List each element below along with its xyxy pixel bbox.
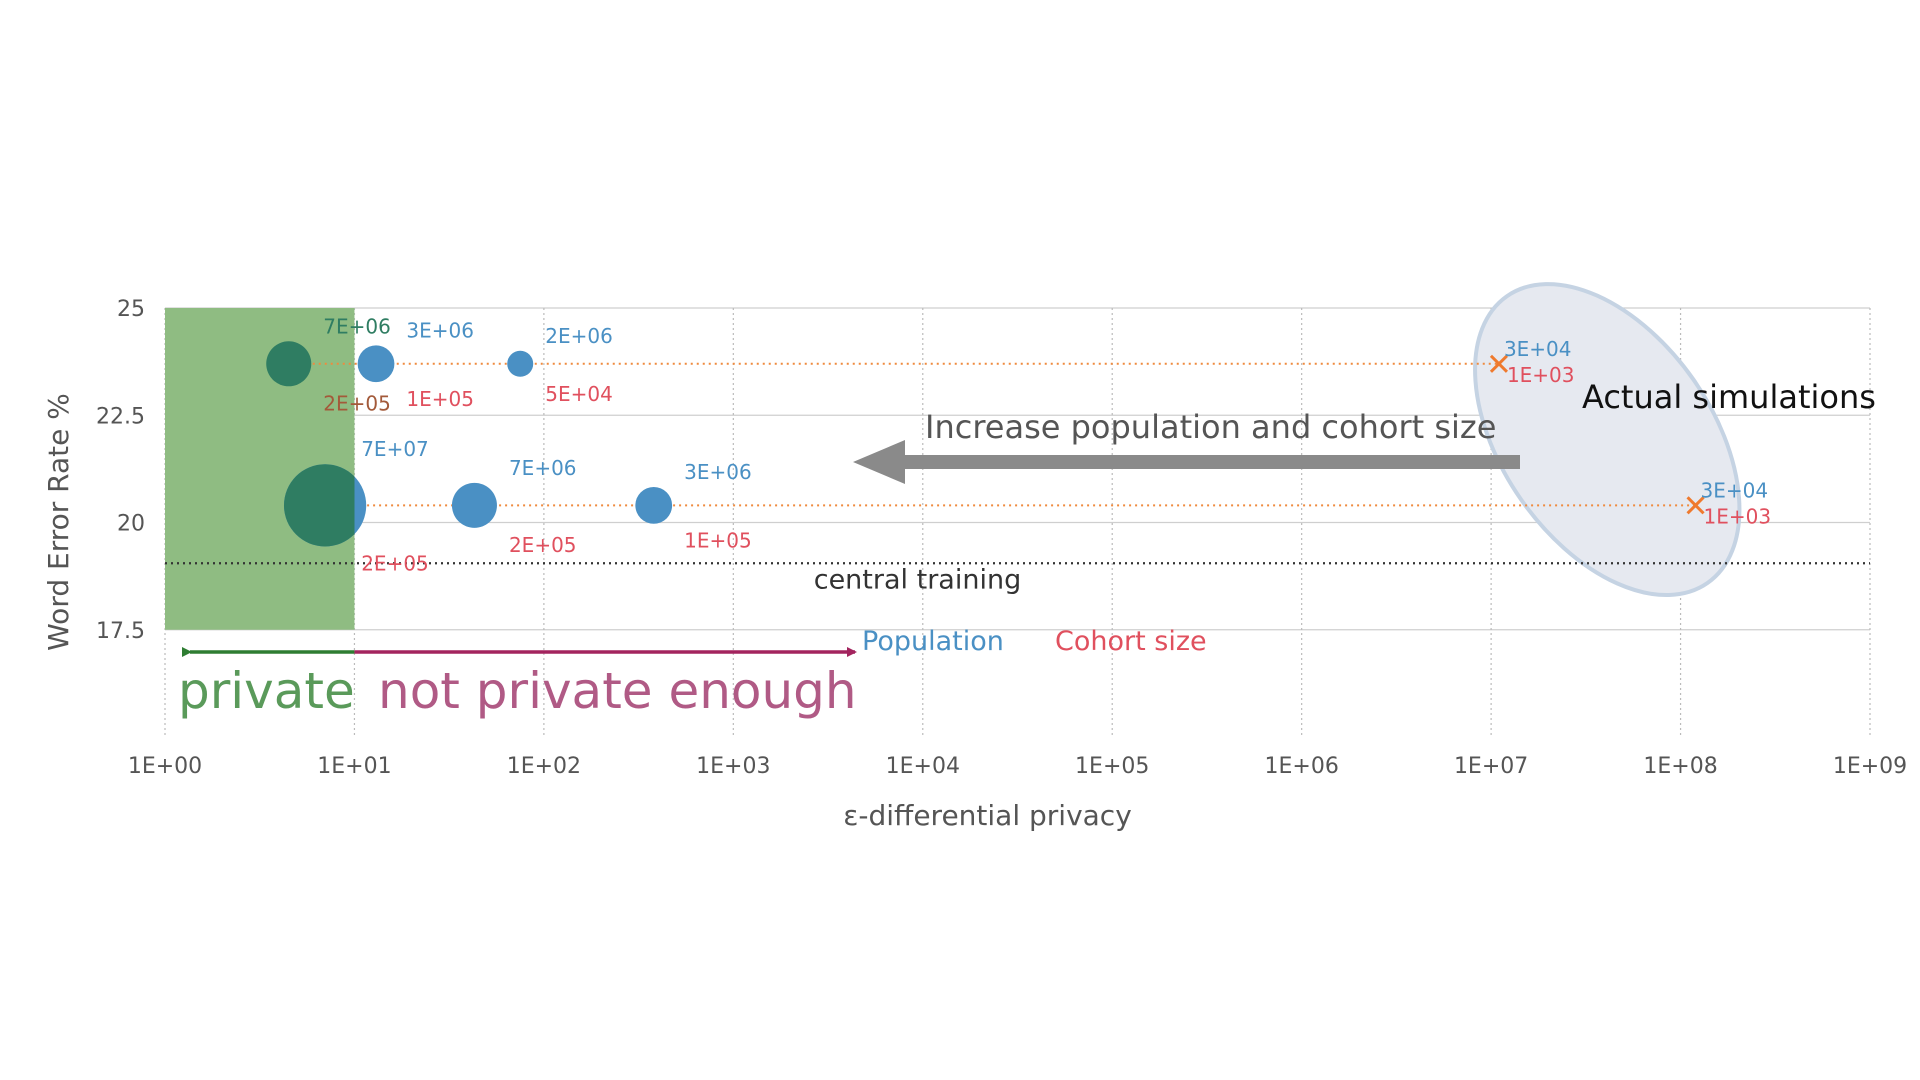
xtick-label-0: 1E+00	[128, 754, 202, 779]
simulated-marker-1	[1686, 496, 1705, 515]
point-s1-p1-population-label: 7E+06	[509, 456, 577, 480]
ytick-label-0: 25	[117, 297, 145, 322]
central-training-label: central training	[814, 564, 1021, 595]
point-s0-p0	[266, 341, 312, 387]
legend-population: Population	[862, 626, 1004, 657]
simulated-marker-0	[1489, 354, 1509, 373]
point-s0-p2-population-label: 2E+06	[545, 324, 613, 348]
axis-layer: 25 22.5 20 17.5 1E+00 1E+01 1E+02 1E+03 1E+04 1E+…	[42, 297, 1907, 832]
xtick-label-8: 1E+08	[1643, 754, 1717, 779]
point-s0-p2-cohort-label: 5E+04	[545, 382, 613, 406]
xtick-label-4: 1E+04	[886, 754, 960, 779]
point-s1-p2	[635, 486, 673, 524]
point-s0-p1	[357, 345, 395, 383]
ytick-label-3: 17.5	[96, 619, 145, 644]
xtick-label-2: 1E+02	[507, 754, 581, 779]
legend-cohort: Cohort size	[1055, 626, 1207, 657]
xtick-label-7: 1E+07	[1454, 754, 1528, 779]
point-s1-p2-cohort-label: 1E+05	[684, 529, 752, 553]
point-s1-p0-cohort-label: 2E+05	[361, 551, 429, 575]
x-axis-title: ε-differential privacy	[843, 799, 1132, 832]
simulated-x-b	[1686, 496, 1705, 515]
simulated-x-b	[1489, 354, 1509, 373]
point-s0-p1-cohort-label: 1E+05	[406, 387, 474, 411]
simulation-ellipse	[1473, 282, 1742, 598]
point-s1-p1-cohort-label: 2E+05	[509, 533, 577, 557]
point-s1-p2-population-label: 3E+06	[684, 460, 752, 484]
simulated-population-label-1: 3E+04	[1701, 478, 1769, 502]
point-s0-p0-population-label: 7E+06	[323, 314, 391, 338]
ytick-label-2: 20	[117, 512, 145, 537]
xtick-label-3: 1E+03	[696, 754, 770, 779]
increase-label: Increase population and cohort size	[925, 408, 1496, 446]
simulated-population-label-0: 3E+04	[1504, 337, 1572, 361]
ytick-label-1: 22.5	[96, 404, 145, 429]
point-s1-p0-private-part	[284, 464, 355, 547]
xtick-label-1: 1E+01	[317, 754, 391, 779]
point-s0-p1-population-label: 3E+06	[406, 318, 474, 342]
actual-simulations-label: Actual simulations	[1582, 378, 1876, 416]
y-axis-title: Word Error Rate %	[42, 393, 75, 651]
simulated-cohort-label-1: 1E+03	[1704, 504, 1772, 528]
point-s0-p0-cohort-label: 2E+05	[323, 391, 391, 415]
xtick-label-5: 1E+05	[1075, 754, 1149, 779]
simulated-cohort-label-0: 1E+03	[1507, 363, 1575, 387]
xtick-label-9: 1E+09	[1833, 754, 1907, 779]
annotation-layer: Actual simulations Increase population an…	[178, 378, 1876, 720]
increase-arrow	[853, 440, 1520, 484]
not-private-label: not private enough	[378, 662, 857, 720]
private-label: private	[178, 662, 355, 720]
series-layer: central training 7E+06 2E+05 3E+06 1E+05 2E+0…	[165, 314, 1870, 595]
point-s1-p0-population-label: 7E+07	[361, 437, 429, 461]
point-s1-p1	[451, 482, 497, 528]
point-s0-p2	[507, 350, 534, 377]
xtick-label-6: 1E+06	[1265, 754, 1339, 779]
